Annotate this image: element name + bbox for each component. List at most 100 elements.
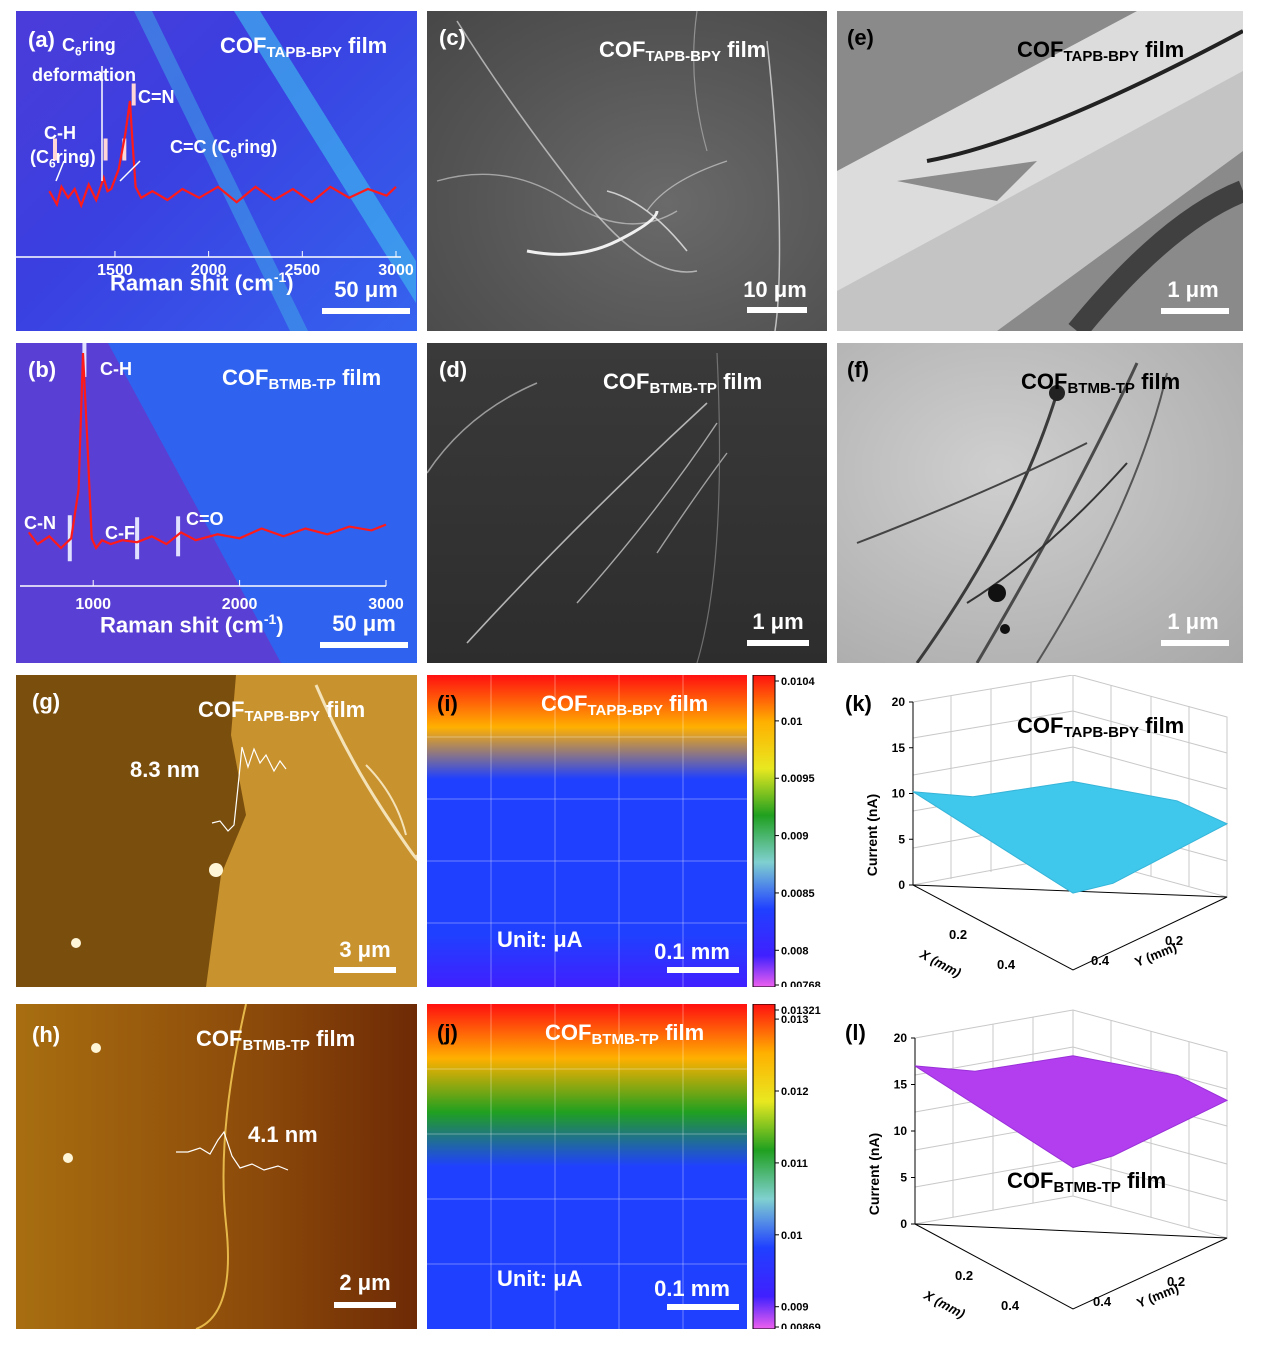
scalebar <box>320 642 408 648</box>
x-tick-label: 3000 <box>378 262 414 279</box>
panel-l: 0 5 10 15 20 0.2 0.4 X (mm) 0.4 0.2 Y (mm) C… <box>837 1004 1243 1329</box>
colorbar-tick-label: 0.009 <box>781 831 809 843</box>
scalebar <box>322 308 410 314</box>
scalebar-label: 1 μm <box>752 609 804 634</box>
unit-label: Unit: μA <box>497 1266 583 1291</box>
y-tick: 0.2 <box>1167 1274 1185 1289</box>
raman-spectrum-line <box>48 100 397 209</box>
scalebar-label: 2 μm <box>339 1270 391 1295</box>
thickness-label: 8.3 nm <box>130 757 200 782</box>
panel-label: (d) <box>439 357 468 382</box>
colorbar-tick-label: 0.012 <box>781 1086 809 1098</box>
peak-marker <box>52 138 57 161</box>
panel-g: (g) COFTAPB-BPY film 8.3 nm 3 μm <box>16 675 417 987</box>
colorbar-tick-label: 0.0085 <box>781 888 815 900</box>
scalebar-label: 3 μm <box>339 937 391 962</box>
sem-wrinkles <box>427 352 728 663</box>
colorbar-tick-label: 0.013 <box>781 1014 809 1026</box>
x-ticks: 1500 2000 2500 3000 <box>97 251 414 279</box>
x-tick-label: 3000 <box>368 596 404 613</box>
panel-label: (l) <box>845 1020 866 1045</box>
colorbar-tick-label: 0.01 <box>781 716 802 728</box>
z-ticks: 0 5 10 15 20 <box>894 1031 915 1231</box>
panel-b: 1000 2000 3000 (b) C-H C-N C-F C=O COFBTMB… <box>16 343 417 663</box>
z-tick-label: 20 <box>892 695 906 709</box>
x-tick-label: 2500 <box>285 262 321 279</box>
annotation-cn: C-N <box>24 513 56 533</box>
z-tick-label: 15 <box>892 741 906 755</box>
z-tick-label: 15 <box>894 1078 908 1092</box>
colorbar-tick-label: 0.009 <box>781 1302 809 1314</box>
panel-title: COFBTMB-TP film <box>1007 1168 1167 1196</box>
panel-label: (c) <box>439 25 466 50</box>
colorbar-tick-label: 0.00768 <box>781 980 821 987</box>
panel-label: (a) <box>28 27 55 52</box>
panel-title: COFTAPB-BPY film <box>541 691 709 719</box>
optical-region <box>16 343 281 663</box>
panel-label: (g) <box>32 689 61 714</box>
panel-e: (e) COFTAPB-BPY film 1 μm <box>837 11 1243 331</box>
z-tick-label: 10 <box>892 787 906 801</box>
scalebar <box>334 967 396 973</box>
surface-plot: 0 5 10 15 20 0.2 0.4 X (mm) 0.4 0.2 Y (mm) C… <box>866 1009 1229 1321</box>
heatmap-area <box>427 1004 747 1329</box>
x-axis-label: X (mm) <box>921 1287 968 1321</box>
y-tick: 0.4 <box>1091 953 1110 968</box>
afm-image <box>71 675 417 987</box>
z-axis-label: Current (nA) <box>864 794 880 876</box>
z-tick-label: 5 <box>898 832 905 846</box>
colorbar <box>752 1004 776 1329</box>
tem-sheets <box>856 362 1168 663</box>
heatmap-svg: 0.0104 0.01 0.0095 0.009 0.0085 0.008 0.00768 <box>427 675 821 987</box>
peak-marker <box>135 517 140 560</box>
scalebar <box>747 307 807 313</box>
height-profile <box>211 746 287 832</box>
optical-streak <box>234 11 416 303</box>
x-axis-label: Raman shit (cm-1) <box>100 611 284 638</box>
panel-title: COFBTMB-TP film <box>545 1020 705 1048</box>
x-tick-label: 2000 <box>222 596 258 613</box>
panel-title: COFTAPB-BPY film <box>198 697 366 725</box>
base-axes <box>914 1223 1228 1310</box>
scalebar <box>667 1304 739 1310</box>
scalebar-label: 0.1 mm <box>654 1276 730 1301</box>
z-tick-label: 0 <box>900 1217 907 1231</box>
surface-plot: 0 5 10 15 20 0.2 0.4 X (mm) 0.4 0.2 Y (mm) C… <box>864 675 1229 980</box>
x-tick: 0.4 <box>1001 1298 1020 1313</box>
panel-title: COFBTMB-TP film <box>222 365 382 393</box>
annotation-leader <box>119 160 141 182</box>
panel-label: (i) <box>437 691 458 716</box>
x-axis-label: Raman shit (cm-1) <box>110 269 294 296</box>
x-tick-label: 1500 <box>97 262 133 279</box>
scalebar <box>747 640 809 646</box>
panel-i: 0.0104 0.01 0.0095 0.009 0.0085 0.008 0.00768 … <box>427 675 827 987</box>
peak-marker <box>103 138 108 161</box>
current-surface <box>914 1055 1229 1169</box>
heatmap-area <box>427 675 747 987</box>
panel-a: 1500 2000 2500 3000 (a) C6ring deformation … <box>16 11 417 331</box>
scalebar-label: 50 μm <box>332 611 396 636</box>
x-tick-label: 2000 <box>191 262 227 279</box>
annotation-ch: C-H <box>44 123 76 143</box>
panel-d: (d) COFBTMB-TP film 1 μm <box>427 343 827 663</box>
panel-j: 0.01321 0.013 0.012 0.011 0.01 0.009 0.00869 (… <box>427 1004 827 1329</box>
panel-label: (j) <box>437 1020 458 1045</box>
annotation-ring-deformation: C6ring <box>62 35 116 59</box>
panel-label: (f) <box>847 357 869 382</box>
panel-a-graphic: 1500 2000 2500 3000 <box>16 11 416 331</box>
sem-wrinkles <box>436 11 781 331</box>
colorbar-tick-label: 0.00869 <box>781 1322 821 1329</box>
scalebar-label: 10 μm <box>743 277 807 302</box>
annotation-co: C=O <box>186 509 224 529</box>
x-tick: 0.2 <box>955 1268 973 1283</box>
annotation-cc: C=C (C6ring) <box>170 137 278 161</box>
scalebar-label: 1 μm <box>1167 277 1219 302</box>
annotation-ring-deformation-2: deformation <box>32 65 137 85</box>
z-tick-label: 5 <box>900 1171 907 1185</box>
colorbar-tick-label: 0.0104 <box>781 676 816 688</box>
annotation-cn: C=N <box>138 87 175 107</box>
optical-streak <box>134 11 308 331</box>
peak-marker <box>176 516 181 557</box>
